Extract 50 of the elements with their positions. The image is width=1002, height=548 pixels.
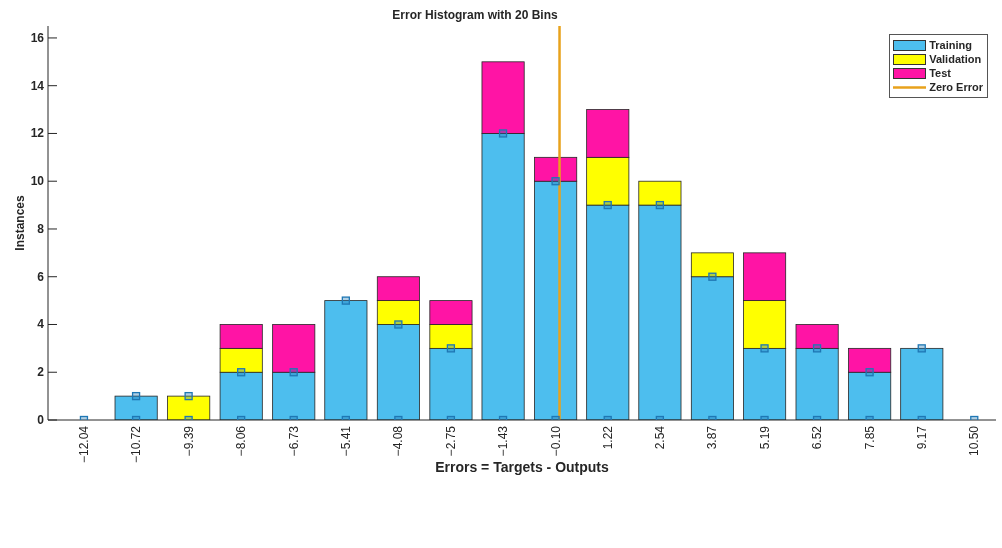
point bbox=[341, 296, 350, 305]
point bbox=[760, 344, 769, 353]
x-tick-label: 3.87 bbox=[705, 425, 720, 450]
y-tick-label: 12 bbox=[30, 126, 45, 141]
legend-label: Zero Error bbox=[929, 81, 983, 93]
x-tick-label: 6.52 bbox=[810, 425, 825, 450]
point bbox=[812, 344, 822, 353]
chart-title: Error Histogram with 20 Bins bbox=[391, 8, 559, 22]
y-tick-label: 10 bbox=[30, 174, 45, 189]
point bbox=[184, 391, 193, 401]
y-tick-label: 16 bbox=[30, 30, 45, 45]
point bbox=[498, 129, 508, 138]
y-tick-label: 0 bbox=[37, 413, 45, 427]
point bbox=[237, 368, 246, 377]
y-tick-label: 8 bbox=[37, 221, 45, 236]
x-tick-label: −12.04 bbox=[76, 425, 91, 464]
x-tick-label: −2.75 bbox=[443, 425, 458, 457]
point bbox=[394, 320, 403, 329]
x-tick-label: −0.10 bbox=[548, 425, 563, 457]
point bbox=[289, 368, 298, 377]
x-tick-label: −1.43 bbox=[496, 425, 511, 457]
legend-label: Training bbox=[929, 39, 972, 51]
y-tick-label: 14 bbox=[30, 78, 45, 93]
x-tick-label: −5.41 bbox=[338, 425, 353, 457]
x-tick-label: 9.17 bbox=[914, 425, 929, 450]
x-tick-label: −8.06 bbox=[234, 425, 249, 457]
point bbox=[131, 391, 141, 401]
point bbox=[865, 368, 874, 377]
y-axis-title: Instances bbox=[13, 194, 27, 251]
point bbox=[655, 200, 665, 210]
x-tick-label: 1.22 bbox=[600, 425, 615, 450]
x-axis-title: Errors = Targets - Outputs bbox=[435, 459, 610, 475]
x-tick-label: 2.54 bbox=[652, 425, 667, 450]
point bbox=[603, 200, 612, 210]
point bbox=[917, 344, 926, 353]
y-tick-label: 6 bbox=[37, 269, 45, 284]
y-tick-label: 4 bbox=[37, 317, 45, 332]
point bbox=[708, 272, 717, 281]
point bbox=[551, 177, 560, 186]
x-tick-label: −6.73 bbox=[286, 425, 301, 457]
x-tick-label: 7.85 bbox=[862, 425, 877, 450]
x-tick-label: 5.19 bbox=[757, 425, 772, 450]
x-tick-label: −10.72 bbox=[129, 425, 144, 464]
y-tick-label: 2 bbox=[37, 365, 45, 380]
x-tick-label: 10.50 bbox=[967, 425, 982, 457]
legend-label: Test bbox=[929, 67, 952, 79]
x-tick-label: −9.39 bbox=[181, 425, 196, 457]
legend-label: Validation bbox=[929, 53, 982, 65]
x-tick-label: −4.08 bbox=[391, 425, 406, 457]
point bbox=[446, 344, 456, 353]
